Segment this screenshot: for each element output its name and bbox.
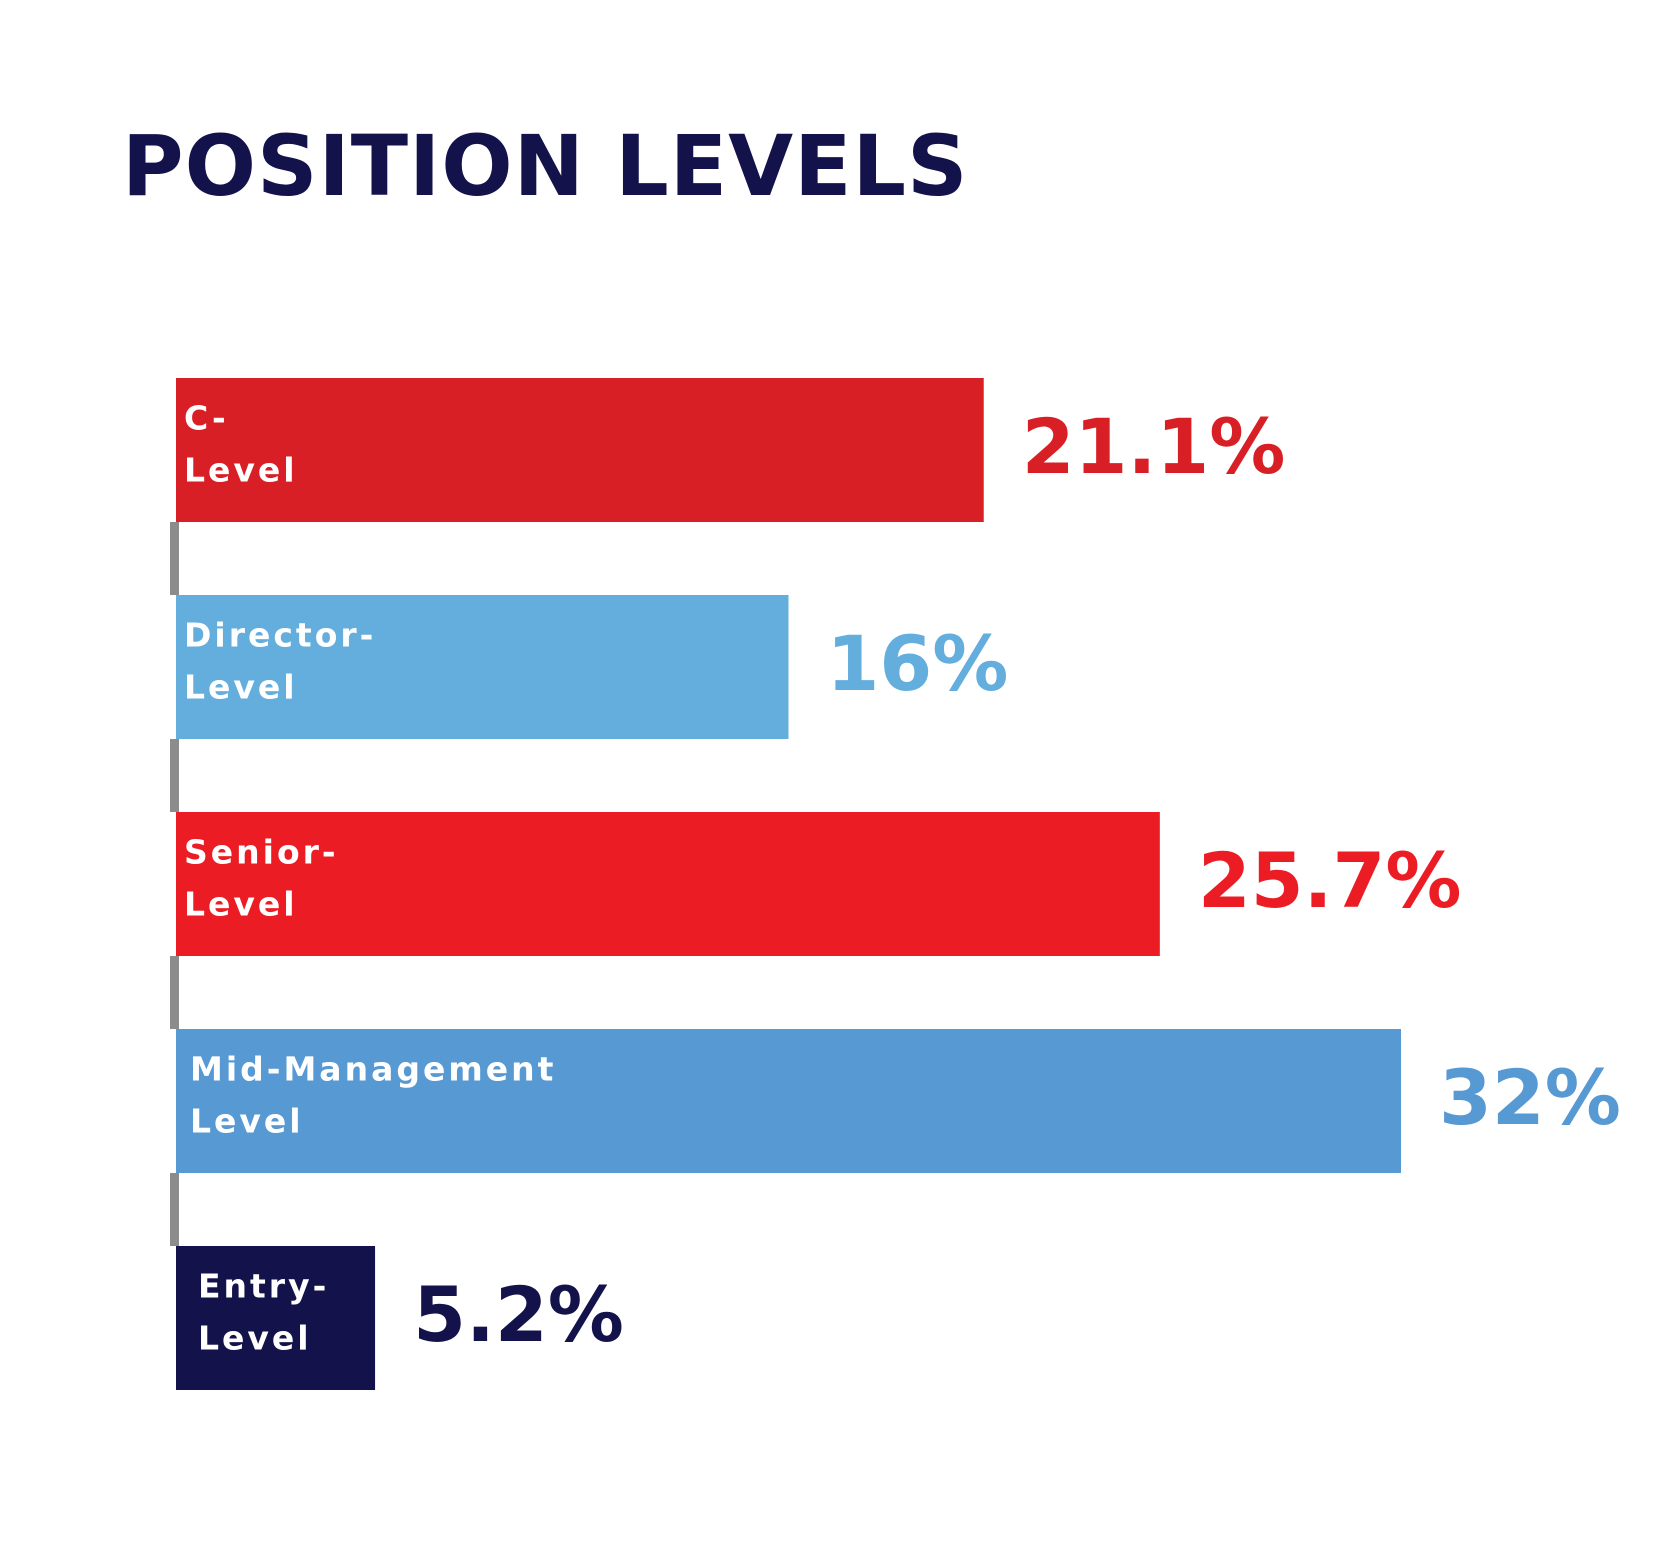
spine bbox=[170, 739, 179, 812]
bar bbox=[176, 1029, 1401, 1173]
category-label: Level bbox=[184, 451, 298, 490]
category-label: Level bbox=[184, 885, 298, 924]
category-label: Mid-Management bbox=[190, 1050, 556, 1089]
spine bbox=[170, 522, 179, 595]
value-label: 25.7% bbox=[1198, 836, 1462, 925]
value-label: 21.1% bbox=[1022, 402, 1286, 491]
bar bbox=[176, 812, 1160, 956]
category-label: C- bbox=[184, 399, 229, 438]
category-label: Entry- bbox=[198, 1267, 329, 1306]
spine bbox=[170, 956, 179, 1029]
value-label: 16% bbox=[827, 619, 1009, 708]
category-label: Level bbox=[184, 668, 298, 707]
category-label: Director- bbox=[184, 616, 376, 655]
value-label: 32% bbox=[1439, 1053, 1621, 1142]
bar bbox=[176, 595, 789, 739]
category-label: Level bbox=[198, 1319, 312, 1358]
bar bbox=[176, 1246, 376, 1390]
category-label: Senior- bbox=[184, 833, 339, 872]
bar bbox=[176, 378, 984, 522]
spine bbox=[170, 1173, 179, 1246]
chart-title: POSITION LEVELS bbox=[122, 117, 969, 215]
value-label: 5.2% bbox=[413, 1270, 624, 1359]
category-label: Level bbox=[190, 1102, 304, 1141]
